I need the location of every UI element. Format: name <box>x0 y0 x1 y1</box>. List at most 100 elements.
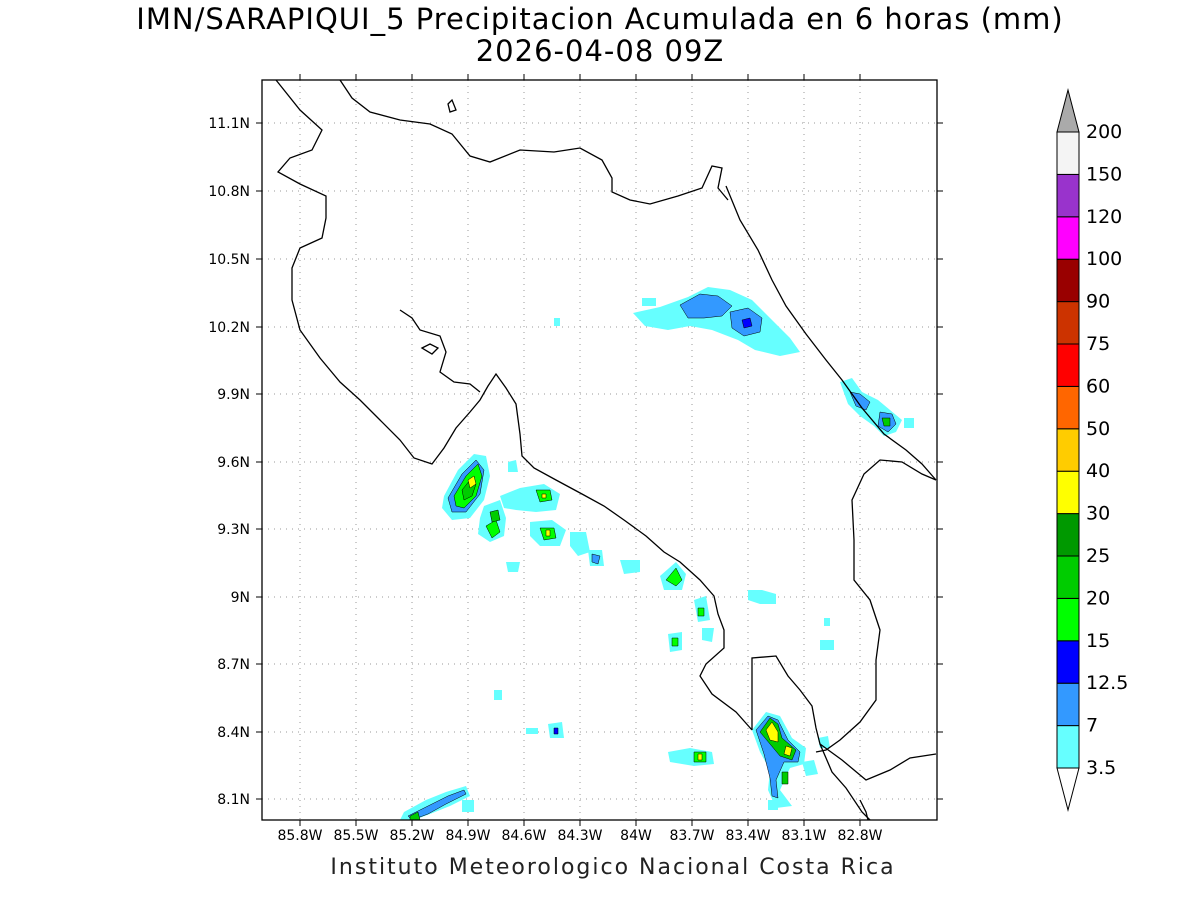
y-tick-label: 9.9N <box>217 387 250 403</box>
colorbar-label: 40 <box>1086 460 1110 482</box>
precip-patch-5 <box>570 532 590 556</box>
precip-patch-26 <box>642 298 656 306</box>
x-tick-label: 83.1W <box>781 828 826 844</box>
colorbar-label: 90 <box>1086 291 1110 313</box>
x-tick-label: 85.2W <box>389 828 434 844</box>
precip-patch-27 <box>554 318 560 326</box>
y-tick-label: 8.4N <box>217 725 250 741</box>
precip-patch-ne1b <box>679 293 733 319</box>
precip-patch-nicoya-e <box>467 475 477 489</box>
precip-patch-osa-f <box>781 771 789 785</box>
y-tick-label: 8.7N <box>217 657 250 673</box>
colorbar-label: 100 <box>1086 248 1122 270</box>
colorbar-label: 15 <box>1086 630 1110 652</box>
colorbar-swatch <box>1056 555 1080 599</box>
map-title: IMN/SARAPIQUI_5 Precipitacion Acumulada … <box>136 2 1064 36</box>
colorbar-below-triangle <box>1056 767 1080 812</box>
panama-border <box>815 459 937 753</box>
colorbar-swatch <box>1056 725 1080 769</box>
golfito <box>859 799 869 821</box>
precip-patch-3c <box>541 493 547 499</box>
precip-patch-15b <box>553 727 559 735</box>
coastlines <box>275 79 937 821</box>
precip-patch-osa-e <box>783 745 793 757</box>
precip-patch-ne2b <box>849 391 871 411</box>
y-axis-labels: 11.1N 10.8N 10.5N 10.2N 9.9N 9.6N 9.3N 9N 8.7N 8.… <box>208 116 250 808</box>
precip-patch-13 <box>506 562 520 572</box>
precip-patch-23 <box>462 800 474 812</box>
precip-patch-8b <box>665 567 683 587</box>
precip-patch-10b <box>671 637 679 647</box>
caribbean-coast <box>725 185 937 481</box>
precip-patch-16 <box>494 690 502 700</box>
colorbar-label: 50 <box>1086 418 1110 440</box>
footer-credit: Instituto Meteorologico Nacional Costa R… <box>330 855 896 880</box>
precip-patch-osa-d <box>765 721 779 743</box>
colorbar-label: 120 <box>1086 206 1122 228</box>
gridlines <box>262 80 937 820</box>
colorbar-swatch <box>1056 640 1080 684</box>
colorbar-label: 12.5 <box>1086 672 1128 694</box>
y-tick-label: 9N <box>231 590 250 606</box>
nicoya-island <box>420 343 440 355</box>
map-frame <box>261 79 938 821</box>
y-tick-label: 9.6N <box>217 455 250 471</box>
colorbar-swatch <box>1056 597 1080 642</box>
precip-patch-19 <box>802 760 818 776</box>
colorbar-swatch <box>1056 682 1080 727</box>
precipitation-field <box>400 287 914 821</box>
colorbar-swatch <box>1056 301 1080 345</box>
precip-patch-17 <box>526 728 538 734</box>
nicoya-gulf <box>399 309 481 393</box>
colorbar-swatch <box>1056 513 1080 557</box>
precip-patch-18c <box>697 753 703 761</box>
burica <box>819 743 937 781</box>
colorbar-label: 7 <box>1086 715 1098 737</box>
colorbar-labels: 3.5 7 12.5 15 20 25 30 40 50 60 75 90 100 120 150 200 <box>1086 121 1128 779</box>
colorbar-label: 75 <box>1086 333 1110 355</box>
precip-patch-ne1d <box>741 317 753 329</box>
y-tick-label: 10.8N <box>208 184 250 200</box>
x-axis-labels: 85.8W 85.5W 85.2W 84.9W 84.6W 84.3W 84W 83.7W 83… <box>277 828 882 844</box>
precip-patch-4c <box>545 529 551 537</box>
colorbar-label: 150 <box>1086 163 1122 185</box>
colorbar-swatch <box>1056 385 1080 430</box>
colorbar-label: 3.5 <box>1086 757 1116 779</box>
x-tick-label: 83.4W <box>725 828 770 844</box>
colorbar-swatch <box>1056 428 1080 472</box>
colorbar <box>1056 88 1080 812</box>
precip-patch-12 <box>508 460 518 472</box>
precip-patch-28 <box>904 418 914 428</box>
precip-patch-25 <box>820 640 834 650</box>
colorbar-swatch <box>1056 258 1080 303</box>
colorbar-swatch <box>1056 470 1080 515</box>
y-tick-label: 8.1N <box>217 792 250 808</box>
precip-patch-24 <box>824 618 830 626</box>
lake-island <box>447 98 457 113</box>
colorbar-above-triangle <box>1056 88 1080 133</box>
lake-nicaragua-shore <box>339 79 729 205</box>
y-tick-label: 11.1N <box>208 116 250 132</box>
x-tick-label: 82.8W <box>837 828 882 844</box>
precip-patch-ne1 <box>633 287 800 356</box>
colorbar-label: 200 <box>1086 121 1122 143</box>
colorbar-swatch <box>1056 173 1080 218</box>
y-tick-label: 10.2N <box>208 320 250 336</box>
colorbar-swatch <box>1056 216 1080 260</box>
x-tick-label: 85.5W <box>333 828 378 844</box>
precip-patch-ne2d <box>881 417 891 427</box>
x-tick-label: 84.6W <box>501 828 546 844</box>
colorbar-label: 60 <box>1086 375 1110 397</box>
y-tick-label: 10.5N <box>208 252 250 268</box>
precip-patch-7 <box>620 560 640 574</box>
x-tick-label: 84.3W <box>557 828 602 844</box>
colorbar-label: 20 <box>1086 587 1110 609</box>
colorbar-swatch <box>1056 131 1080 175</box>
x-tick-label: 85.8W <box>277 828 322 844</box>
precip-patch-9b <box>697 607 705 617</box>
colorbar-swatch <box>1056 343 1080 387</box>
map-valid-time: 2026-04-08 09Z <box>475 34 725 68</box>
nicaragua-south-coast <box>275 79 753 731</box>
precip-patch-2c <box>489 509 501 523</box>
